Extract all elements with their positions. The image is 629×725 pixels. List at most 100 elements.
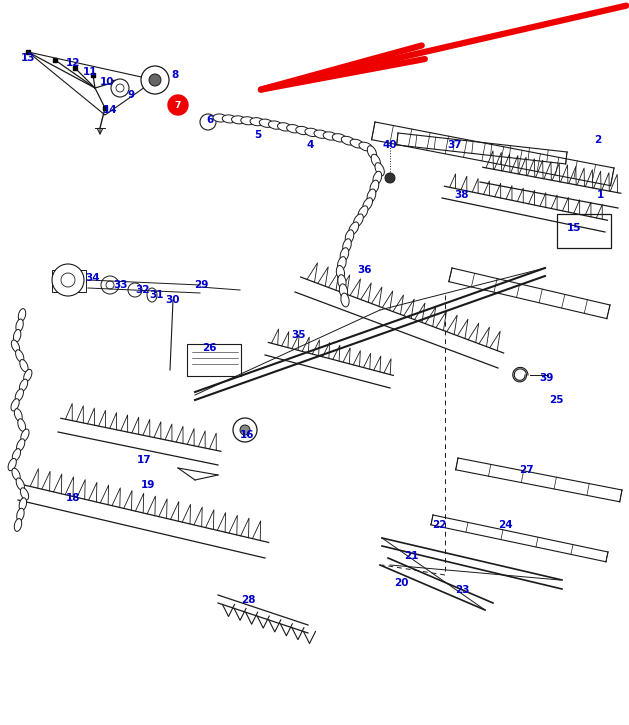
Ellipse shape: [332, 133, 346, 142]
Text: 32: 32: [136, 285, 150, 295]
Text: 27: 27: [519, 465, 533, 475]
Text: 9: 9: [128, 90, 135, 100]
Ellipse shape: [340, 248, 348, 261]
Ellipse shape: [18, 419, 26, 431]
Text: 21: 21: [404, 551, 418, 561]
Ellipse shape: [337, 265, 345, 279]
Circle shape: [141, 66, 169, 94]
Text: 18: 18: [66, 493, 81, 503]
Text: 11: 11: [83, 67, 97, 77]
Ellipse shape: [371, 154, 381, 167]
Circle shape: [116, 84, 124, 92]
Ellipse shape: [338, 275, 346, 289]
Ellipse shape: [8, 458, 16, 471]
Text: 15: 15: [567, 223, 581, 233]
Ellipse shape: [341, 293, 349, 307]
Ellipse shape: [20, 488, 29, 500]
Ellipse shape: [16, 349, 24, 362]
Text: 10: 10: [100, 77, 114, 87]
Text: 8: 8: [171, 70, 179, 80]
Ellipse shape: [259, 119, 273, 128]
Circle shape: [233, 418, 257, 442]
Ellipse shape: [16, 439, 25, 451]
Ellipse shape: [16, 478, 25, 490]
Text: 40: 40: [382, 140, 398, 150]
Circle shape: [128, 283, 142, 297]
Text: 34: 34: [86, 273, 100, 283]
Circle shape: [200, 114, 216, 130]
Circle shape: [106, 281, 114, 289]
Text: 20: 20: [394, 578, 408, 588]
Ellipse shape: [231, 116, 245, 124]
Text: 17: 17: [136, 455, 152, 465]
Circle shape: [101, 276, 119, 294]
Circle shape: [240, 425, 250, 435]
Text: 13: 13: [21, 53, 35, 63]
Text: 14: 14: [103, 105, 118, 115]
Ellipse shape: [16, 319, 23, 332]
Ellipse shape: [367, 146, 377, 159]
Ellipse shape: [19, 498, 26, 510]
Ellipse shape: [358, 206, 368, 219]
Text: 19: 19: [141, 480, 155, 490]
Ellipse shape: [14, 409, 22, 421]
Ellipse shape: [213, 114, 227, 122]
FancyBboxPatch shape: [557, 214, 611, 248]
Text: 6: 6: [206, 115, 214, 125]
Ellipse shape: [342, 136, 355, 145]
Ellipse shape: [11, 399, 19, 411]
Text: 26: 26: [202, 343, 216, 353]
Bar: [52, 270, 86, 292]
Ellipse shape: [349, 222, 359, 235]
Text: 16: 16: [240, 430, 254, 440]
Ellipse shape: [323, 132, 337, 140]
Text: 39: 39: [539, 373, 553, 383]
Text: 24: 24: [498, 520, 512, 530]
Text: 37: 37: [448, 140, 462, 150]
Ellipse shape: [241, 117, 255, 125]
Ellipse shape: [18, 309, 26, 321]
Text: 31: 31: [150, 290, 164, 300]
Ellipse shape: [350, 139, 364, 148]
Text: 2: 2: [594, 135, 601, 145]
Text: 36: 36: [358, 265, 372, 275]
Text: 38: 38: [455, 190, 469, 200]
Ellipse shape: [15, 389, 23, 401]
Ellipse shape: [14, 518, 22, 531]
Text: 35: 35: [292, 330, 306, 340]
Text: 33: 33: [114, 280, 128, 290]
Text: 4: 4: [306, 140, 314, 150]
Ellipse shape: [147, 288, 157, 302]
Ellipse shape: [287, 125, 301, 133]
Circle shape: [168, 95, 188, 115]
Ellipse shape: [24, 369, 32, 381]
Circle shape: [111, 79, 129, 97]
Ellipse shape: [370, 180, 379, 194]
Text: 1: 1: [596, 190, 604, 200]
Ellipse shape: [314, 130, 328, 138]
Text: 12: 12: [66, 58, 81, 68]
Ellipse shape: [375, 162, 384, 176]
Ellipse shape: [222, 115, 237, 123]
Ellipse shape: [12, 468, 20, 481]
Text: 30: 30: [166, 295, 181, 305]
Ellipse shape: [340, 284, 348, 298]
Text: 28: 28: [241, 595, 255, 605]
Circle shape: [149, 74, 161, 86]
Circle shape: [385, 173, 395, 183]
Ellipse shape: [338, 257, 346, 270]
Ellipse shape: [19, 379, 28, 392]
Ellipse shape: [20, 360, 28, 372]
Ellipse shape: [345, 230, 354, 244]
Circle shape: [61, 273, 75, 287]
Text: 23: 23: [455, 585, 469, 595]
Ellipse shape: [250, 117, 264, 125]
Ellipse shape: [363, 198, 372, 210]
Ellipse shape: [11, 340, 19, 352]
Ellipse shape: [343, 239, 351, 252]
Ellipse shape: [21, 429, 29, 442]
Ellipse shape: [13, 449, 21, 461]
Ellipse shape: [269, 121, 282, 129]
Text: 29: 29: [194, 280, 208, 290]
Ellipse shape: [367, 189, 376, 202]
